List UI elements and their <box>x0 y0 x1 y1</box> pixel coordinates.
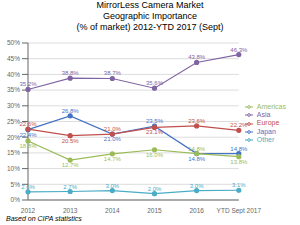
svg-text:46.3%: 46.3% <box>230 47 248 53</box>
svg-text:23.1%: 23.1% <box>146 129 164 135</box>
svg-text:2.6%: 2.6% <box>21 184 35 190</box>
svg-text:21.0%: 21.0% <box>104 136 122 142</box>
html-text:(% of market) 2012-YTD 2017 (S: (% of market) 2012-YTD 2017 (Sept) <box>76 22 224 32</box>
svg-text:23.6%: 23.6% <box>188 118 206 124</box>
svg-text:38.8%: 38.8% <box>62 70 80 76</box>
svg-text:2014: 2014 <box>105 207 120 214</box>
svg-text:14.7%: 14.7% <box>104 156 122 162</box>
html-text:Japan: Japan <box>256 127 276 135</box>
svg-text:43.8%: 43.8% <box>188 54 206 60</box>
svg-text:25%: 25% <box>7 118 20 125</box>
svg-text:YTD Sept 2017: YTD Sept 2017 <box>217 207 262 214</box>
svg-text:35.6%: 35.6% <box>146 80 164 86</box>
svg-text:14.8%: 14.8% <box>188 156 206 162</box>
svg-text:22.4%: 22.4% <box>19 132 37 138</box>
html-text:Geographic Importance: Geographic Importance <box>103 11 197 21</box>
svg-text:22.6%: 22.6% <box>19 121 37 127</box>
svg-text:13.8%: 13.8% <box>230 159 248 165</box>
svg-text:40%: 40% <box>7 71 20 78</box>
svg-text:2013: 2013 <box>63 207 78 214</box>
svg-text:2.7%: 2.7% <box>63 184 77 190</box>
svg-text:26.8%: 26.8% <box>62 108 80 114</box>
svg-text:3.1%: 3.1% <box>232 182 246 188</box>
svg-text:16.0%: 16.0% <box>146 152 164 158</box>
svg-text:3.0%: 3.0% <box>105 183 119 189</box>
svg-text:2015: 2015 <box>147 207 162 214</box>
svg-text:14.8%: 14.8% <box>188 146 206 152</box>
svg-text:2012: 2012 <box>21 207 36 214</box>
svg-text:30%: 30% <box>7 102 20 109</box>
svg-text:21.0%: 21.0% <box>104 126 122 132</box>
html-text:Asia: Asia <box>256 111 271 119</box>
html-text:Europe: Europe <box>256 119 280 127</box>
svg-text:2.0%: 2.0% <box>148 186 162 192</box>
svg-text:35.2%: 35.2% <box>19 81 37 87</box>
svg-text:14.8%: 14.8% <box>230 146 248 152</box>
svg-text:0%: 0% <box>11 196 21 203</box>
svg-text:18.8%: 18.8% <box>19 143 37 149</box>
svg-text:38.7%: 38.7% <box>104 70 122 76</box>
html-text:Based on CIPA statistics: Based on CIPA statistics <box>6 215 82 222</box>
svg-text:3.0%: 3.0% <box>190 183 204 189</box>
html-text:Americas: Americas <box>256 103 286 111</box>
svg-text:15%: 15% <box>7 149 20 156</box>
svg-text:12.7%: 12.7% <box>62 162 80 168</box>
svg-text:20%: 20% <box>7 134 20 141</box>
svg-text:23.5%: 23.5% <box>146 118 164 124</box>
svg-text:22.2%: 22.2% <box>230 122 248 128</box>
svg-text:2016: 2016 <box>189 207 204 214</box>
svg-text:5%: 5% <box>11 181 21 188</box>
svg-text:10%: 10% <box>7 165 20 172</box>
svg-text:50%: 50% <box>7 39 20 46</box>
html-text:MirrorLess Camera Market: MirrorLess Camera Market <box>96 0 204 10</box>
svg-text:20.5%: 20.5% <box>62 138 80 144</box>
svg-text:35%: 35% <box>7 86 20 93</box>
svg-text:45%: 45% <box>7 55 20 62</box>
html-text:Other: Other <box>256 135 275 143</box>
